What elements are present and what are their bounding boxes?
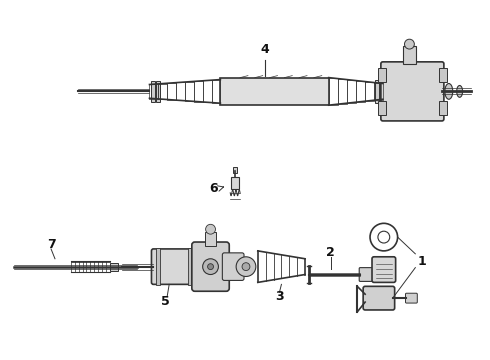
- Bar: [156, 248, 160, 285]
- Bar: [110, 263, 118, 271]
- Bar: [375, 80, 379, 103]
- Ellipse shape: [457, 85, 463, 97]
- Bar: [378, 68, 386, 82]
- FancyBboxPatch shape: [192, 242, 229, 291]
- Bar: [439, 68, 447, 82]
- FancyBboxPatch shape: [406, 293, 417, 303]
- FancyBboxPatch shape: [363, 286, 394, 310]
- Text: 1: 1: [417, 255, 426, 268]
- FancyBboxPatch shape: [381, 62, 444, 121]
- Bar: [402, 46, 416, 64]
- Bar: [380, 80, 384, 103]
- Text: 7: 7: [47, 238, 55, 252]
- Ellipse shape: [445, 84, 453, 99]
- Bar: [188, 248, 192, 285]
- Text: 2: 2: [326, 246, 335, 259]
- Bar: [378, 101, 386, 115]
- Circle shape: [208, 264, 214, 270]
- Text: 6: 6: [209, 183, 218, 195]
- Circle shape: [206, 224, 216, 234]
- Bar: [233, 167, 237, 173]
- FancyBboxPatch shape: [151, 249, 193, 284]
- Circle shape: [405, 39, 415, 49]
- FancyBboxPatch shape: [359, 267, 375, 282]
- Text: 3: 3: [275, 290, 284, 303]
- Bar: [151, 81, 155, 102]
- Bar: [156, 81, 160, 102]
- Bar: [220, 78, 329, 105]
- Text: 5: 5: [161, 294, 170, 307]
- FancyBboxPatch shape: [222, 253, 244, 280]
- Bar: [439, 101, 447, 115]
- Bar: [231, 177, 239, 189]
- FancyBboxPatch shape: [372, 257, 395, 282]
- Bar: [205, 232, 217, 246]
- Text: 4: 4: [260, 43, 269, 56]
- Circle shape: [242, 263, 250, 271]
- Circle shape: [236, 257, 256, 276]
- Circle shape: [203, 259, 219, 275]
